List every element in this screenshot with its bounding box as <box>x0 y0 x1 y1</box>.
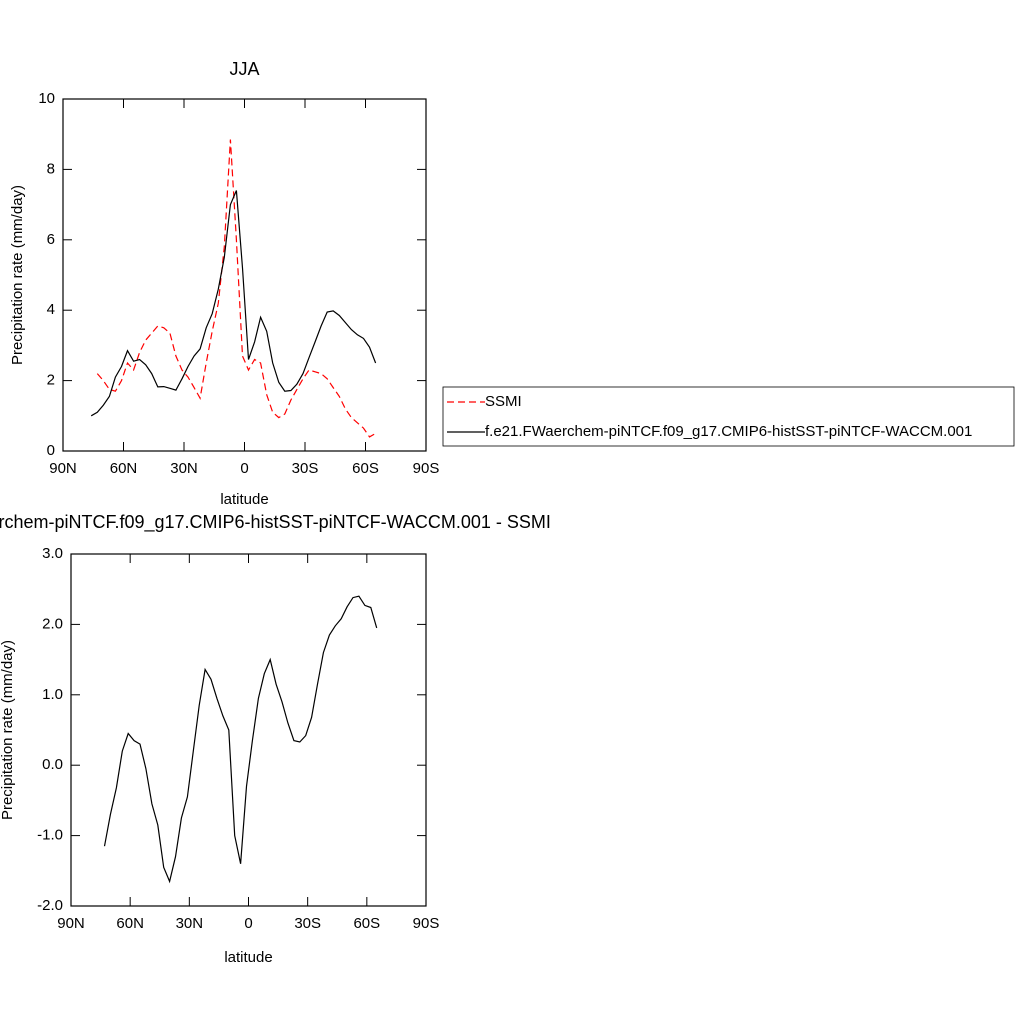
legend-box <box>442 386 1015 447</box>
series-line <box>90 190 377 417</box>
y-tick-label: 4 <box>47 301 55 318</box>
x-axis-label: latitude <box>220 491 268 508</box>
series-line <box>96 139 376 438</box>
x-tick-label: 0 <box>244 915 252 932</box>
x-tick-label: 30S <box>292 460 319 477</box>
y-tick-label: 2.0 <box>42 615 63 632</box>
x-tick-label: 60N <box>116 915 144 932</box>
legend-label: SSMI <box>485 393 522 410</box>
x-tick-label: 90N <box>57 915 85 932</box>
x-tick-label: 30N <box>176 915 204 932</box>
y-tick-label: 0.0 <box>42 756 63 773</box>
legend-label: f.e21.FWaerchem-piNTCF.f09_g17.CMIP6-his… <box>485 423 972 440</box>
x-axis-label: latitude <box>224 949 272 966</box>
y-tick-label: 2 <box>47 372 55 389</box>
chart-title: f.e21.FWaerchem-piNTCF.f09_g17.CMIP6-his… <box>0 512 551 533</box>
x-tick-label: 60S <box>353 915 380 932</box>
x-tick-label: 30N <box>170 460 198 477</box>
plot-frame <box>62 98 427 452</box>
x-tick-label: 90N <box>49 460 77 477</box>
plot-frame <box>70 553 427 907</box>
y-axis-label: Precipitation rate (mm/day) <box>9 185 26 365</box>
y-tick-label: 8 <box>47 160 55 177</box>
y-axis-label: Precipitation rate (mm/day) <box>0 640 16 820</box>
x-tick-label: 90S <box>413 915 440 932</box>
chart-title: JJA <box>229 59 259 79</box>
x-tick-label: 60N <box>110 460 138 477</box>
x-tick-label: 60S <box>352 460 379 477</box>
y-tick-label: 3.0 <box>42 545 63 562</box>
y-tick-label: 1.0 <box>42 686 63 703</box>
x-tick-label: 30S <box>294 915 321 932</box>
y-tick-label: 0 <box>47 442 55 459</box>
y-tick-label: -1.0 <box>37 827 63 844</box>
y-tick-label: -2.0 <box>37 897 63 914</box>
series-line <box>103 595 378 884</box>
x-tick-label: 90S <box>413 460 440 477</box>
y-tick-label: 10 <box>38 90 55 107</box>
y-tick-label: 6 <box>47 231 55 248</box>
x-tick-label: 0 <box>240 460 248 477</box>
